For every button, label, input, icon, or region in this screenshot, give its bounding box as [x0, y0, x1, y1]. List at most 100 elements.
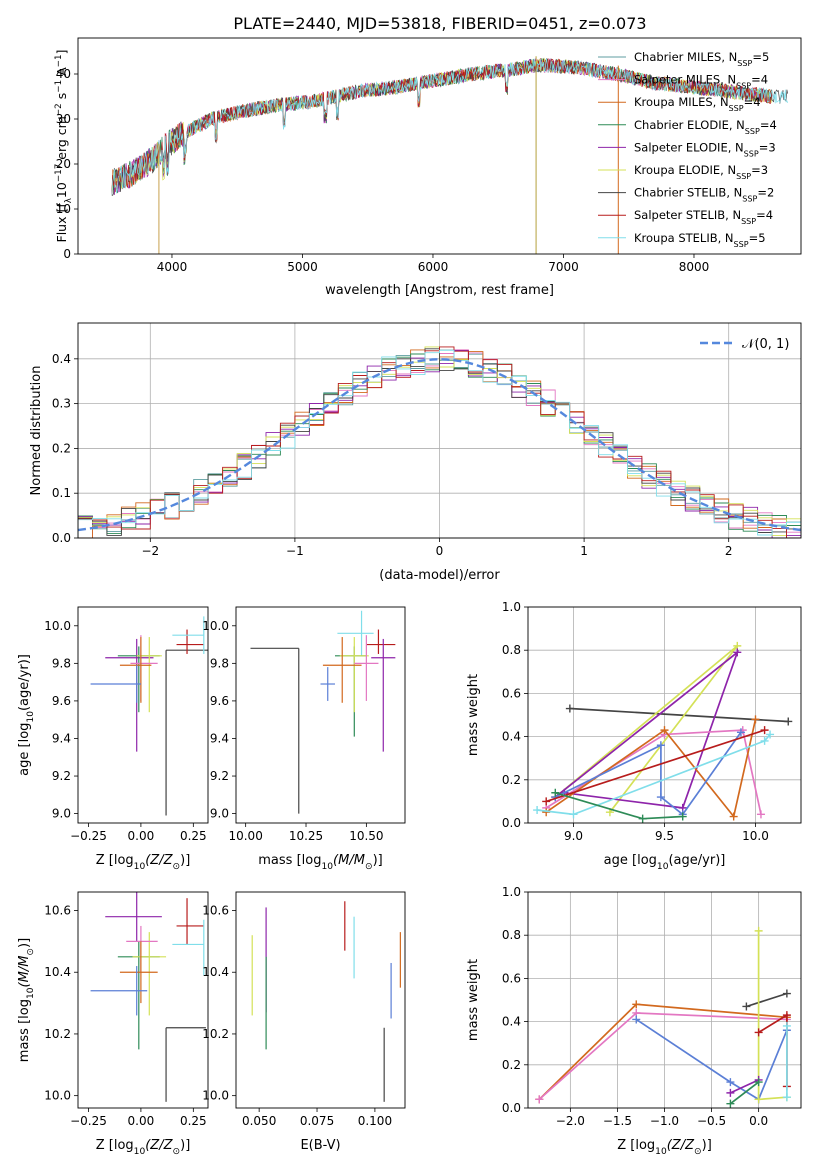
weight-marker	[782, 1011, 791, 1020]
y-tick-label: 9.4	[210, 731, 229, 745]
residuals-y-label: Normed distribution	[29, 366, 44, 496]
weight-marker	[678, 812, 687, 821]
y-tick-label: 0.3	[52, 397, 71, 411]
weight-marker	[726, 1088, 735, 1097]
weight-marker	[760, 726, 769, 735]
weight-vs-Z-panel: −2.0 −1.5 −1.0 −0.5 0.0 0.0 0.2 0.4 0.6 0.8 1.0 Z […	[466, 885, 802, 1157]
mass-vs-Z-panel: −0.25 0.00 0.25 10.0 10.2 10.4 10.6 Z [log10(Z/…	[17, 891, 209, 1157]
axes-frame	[235, 606, 406, 824]
weight-marker	[754, 1095, 763, 1104]
y-tick-label: 10.6	[202, 904, 229, 918]
x-axis-label: Z [log10(Z/Z⊙)]	[96, 1138, 191, 1157]
y-tick-label: 0.8	[502, 643, 521, 657]
y-tick-label: 0.0	[52, 531, 71, 545]
weight-marker	[756, 810, 765, 819]
spectrum-x-label: wavelength [Angstrom, rest frame]	[325, 283, 554, 298]
axes-frame	[77, 891, 209, 1109]
legend-label: Chabrier ELODIE, NSSP=4	[634, 118, 777, 136]
y-tick-label: 9.6	[210, 694, 229, 708]
y-tick-label: 40	[56, 67, 71, 81]
x-tick-label: 8000	[679, 260, 710, 274]
y-tick-label: 10.0	[202, 1089, 229, 1103]
x-axis-label: age [log10(age/yr)]	[604, 853, 726, 872]
weight-marker	[656, 793, 665, 802]
y-tick-label: 9.4	[52, 731, 71, 745]
y-tick-label: 0.0	[502, 1101, 521, 1115]
x-tick-label: 5000	[287, 260, 318, 274]
x-tick-label: 10.0	[742, 829, 769, 843]
x-tick-label: 6000	[418, 260, 449, 274]
spectrum-y-label: Flux [fλ10−17 erg cm−2 s−1 A−1]	[54, 50, 74, 243]
x-tick-label: −0.5	[697, 1114, 726, 1128]
weight-marker	[656, 741, 665, 750]
y-tick-label: 9.0	[52, 807, 71, 821]
y-tick-label: 20	[56, 157, 71, 171]
spectrum-panel: 4000 5000 6000 7000 8000 0 10 20 30 40 wavelength …	[54, 37, 802, 298]
y-tick-label: 0.2	[52, 441, 71, 455]
x-tick-label: 0.00	[128, 829, 155, 843]
weight-line	[545, 729, 765, 803]
x-tick-label: 4000	[157, 260, 188, 274]
y-tick-label: 0.2	[502, 773, 521, 787]
weight-marker	[729, 812, 738, 821]
weight-marker	[784, 717, 793, 726]
y-tick-label: 10.2	[44, 1027, 71, 1041]
x-tick-label: 10.25	[289, 829, 323, 843]
y-tick-label: 10.0	[202, 619, 229, 633]
legend-label: Chabrier MILES, NSSP=5	[634, 50, 769, 68]
axes-frame	[527, 606, 802, 824]
axes-frame	[77, 37, 802, 255]
weight-vs-age-panel: 9.0 9.5 10.0 0.0 0.2 0.4 0.6 0.8 1.0 age [log10(a…	[466, 600, 802, 872]
x-axis-label: Z [log10(Z/Z⊙)]	[96, 853, 191, 872]
weight-marker	[736, 728, 745, 737]
residuals-panel: −2 −1 0 1 2 0.0 0.1 0.2 0.3 0.4 𝒩(0, 1) (data-model…	[29, 322, 802, 583]
weight-marker	[754, 1078, 763, 1087]
y-tick-label: 10.4	[202, 965, 229, 979]
x-tick-label: 7000	[548, 260, 579, 274]
y-tick-label: 0.4	[502, 730, 521, 744]
x-tick-label: −0.25	[70, 1114, 107, 1128]
y-tick-label: 0.2	[502, 1058, 521, 1072]
age-vs-Z-panel: −0.25 0.00 0.25 9.0 9.2 9.4 9.6 9.8 10.0 Z [log10…	[17, 606, 209, 872]
axes-frame	[77, 606, 209, 824]
weight-marker	[551, 788, 560, 797]
y-tick-label: 1.0	[502, 600, 521, 614]
y-tick-label: 10.0	[44, 619, 71, 633]
y-tick-label: 9.8	[210, 656, 229, 670]
x-tick-label: −1.5	[603, 1114, 632, 1128]
weight-line	[536, 733, 771, 816]
y-tick-label: 9.0	[210, 807, 229, 821]
x-tick-label: −1.0	[650, 1114, 679, 1128]
x-tick-label: 0.050	[242, 1114, 276, 1128]
legend-label: Salpeter STELIB, NSSP=4	[634, 208, 773, 226]
weight-line	[545, 719, 757, 819]
x-tick-label: 0	[436, 544, 444, 558]
y-tick-label: 10.6	[44, 904, 71, 918]
x-tick-label: 10.00	[228, 829, 262, 843]
legend-label: Kroupa ELODIE, NSSP=3	[634, 163, 768, 181]
weight-marker	[754, 926, 763, 935]
y-tick-label: 0.6	[502, 686, 521, 700]
weight-line	[545, 729, 762, 815]
x-tick-label: 10.50	[349, 829, 383, 843]
legend-label: Salpeter MILES, NSSP=4	[634, 73, 768, 91]
residuals-x-label: (data-model)/error	[379, 568, 500, 583]
y-tick-label: 10.4	[44, 965, 71, 979]
y-axis-label: age [log10(age/yr)]	[17, 654, 36, 776]
y-tick-label: 30	[56, 112, 71, 126]
x-tick-label: 2	[725, 544, 733, 558]
axes-frame	[77, 322, 802, 539]
x-tick-label: 1	[580, 544, 588, 558]
weight-marker	[782, 1093, 791, 1102]
weight-marker	[733, 648, 742, 657]
x-tick-label: −2.0	[556, 1114, 585, 1128]
x-tick-label: 0.075	[300, 1114, 334, 1128]
axes-frame	[527, 891, 802, 1109]
normal-curve	[77, 358, 802, 532]
weight-marker	[726, 1099, 735, 1108]
x-tick-label: 9.0	[564, 829, 583, 843]
weight-line	[729, 1081, 760, 1105]
legend-label: 𝒩(0, 1)	[742, 337, 789, 352]
weight-marker	[632, 1015, 641, 1024]
weight-marker	[742, 1002, 751, 1011]
